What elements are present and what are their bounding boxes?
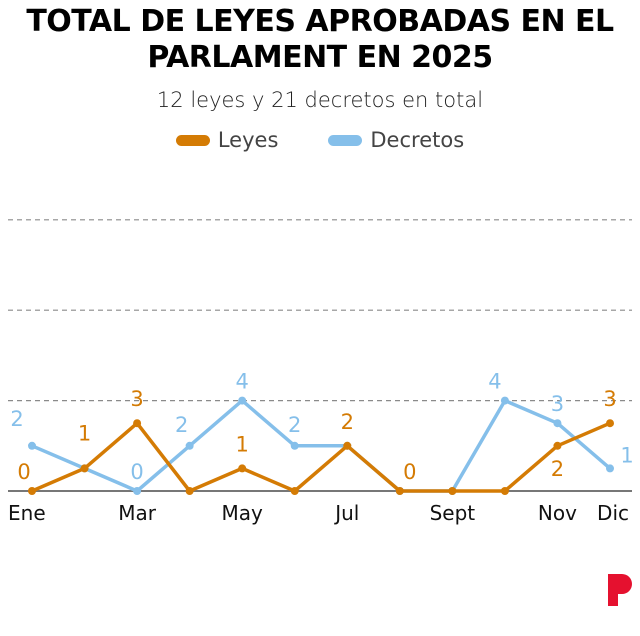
legend-swatch-decretos	[328, 134, 363, 146]
point-leyes-oct	[500, 487, 509, 495]
point-leyes-may	[238, 464, 247, 473]
x-tick-label-may: May	[222, 501, 264, 525]
x-tick-label-ene: Ene	[8, 501, 46, 525]
point-leyes-abr	[185, 487, 194, 495]
series-line-decretos	[31, 398, 612, 493]
x-tick-label-mar: Mar	[118, 501, 157, 525]
legend-swatch-leyes	[175, 134, 210, 146]
data-label-decretos-nov: 3	[551, 392, 564, 416]
data-label-decretos-may: 4	[235, 370, 248, 394]
x-tick-label-dic: Dic	[597, 501, 629, 525]
point-decretos-may	[238, 396, 247, 405]
data-label-leyes-ago: 0	[403, 460, 416, 484]
chart-title-line-2: PARLAMENT EN 2025	[147, 40, 493, 75]
point-leyes-ago	[395, 487, 404, 495]
data-label-leyes-jul: 2	[341, 410, 354, 434]
data-label-decretos-oct: 4	[488, 370, 501, 394]
point-leyes-jun	[290, 487, 299, 495]
data-label-leyes-dic: 3	[603, 387, 616, 411]
legend-label-leyes: Leyes	[217, 128, 279, 152]
point-leyes-sept	[448, 487, 457, 495]
point-leyes-mar	[133, 419, 142, 428]
point-decretos-ene	[28, 441, 36, 450]
data-label-leyes-may: 1	[235, 432, 248, 456]
data-label-leyes-nov: 2	[551, 457, 564, 481]
data-label-leyes-ene: 0	[17, 460, 30, 484]
chart-subtitle: 12 leyes y 21 decretos en total	[156, 88, 484, 112]
x-tick-label-sept: Sept	[430, 501, 476, 525]
data-label-decretos-abr: 2	[175, 413, 188, 437]
data-label-leyes-feb: 1	[78, 421, 91, 445]
point-leyes-jul	[343, 441, 352, 450]
data-label-leyes-mar: 3	[130, 387, 143, 411]
data-label-decretos-jun: 2	[288, 413, 301, 437]
point-decretos-abr	[185, 441, 194, 450]
data-label-decretos-mar: 0	[130, 460, 143, 484]
brand-logo-icon	[608, 574, 632, 606]
legend-label-decretos: Decretos	[370, 128, 465, 152]
x-tick-label-jul: Jul	[333, 501, 359, 525]
x-tick-label-nov: Nov	[538, 501, 577, 525]
legend-item-decretos: Decretos	[328, 128, 464, 152]
chart-title: TOTAL DE LEYES APROBADAS EN EL PARLAMENT…	[0, 4, 640, 76]
point-leyes-dic	[606, 419, 614, 428]
point-decretos-dic	[606, 464, 614, 473]
series-line-leyes	[31, 421, 611, 493]
point-leyes-ene	[28, 487, 36, 495]
point-decretos-nov	[553, 419, 562, 428]
data-label-decretos-dic: 1	[620, 443, 633, 467]
point-decretos-oct	[500, 396, 509, 405]
chart-title-line-1: TOTAL DE LEYES APROBADAS EN EL	[26, 4, 614, 39]
point-leyes-feb	[80, 464, 89, 473]
legend: Leyes Decretos	[0, 128, 640, 152]
point-decretos-mar	[133, 487, 142, 495]
data-label-decretos-ene: 2	[10, 407, 23, 431]
legend-item-leyes: Leyes	[175, 128, 279, 152]
point-leyes-nov	[553, 441, 562, 450]
point-decretos-jun	[290, 441, 299, 450]
